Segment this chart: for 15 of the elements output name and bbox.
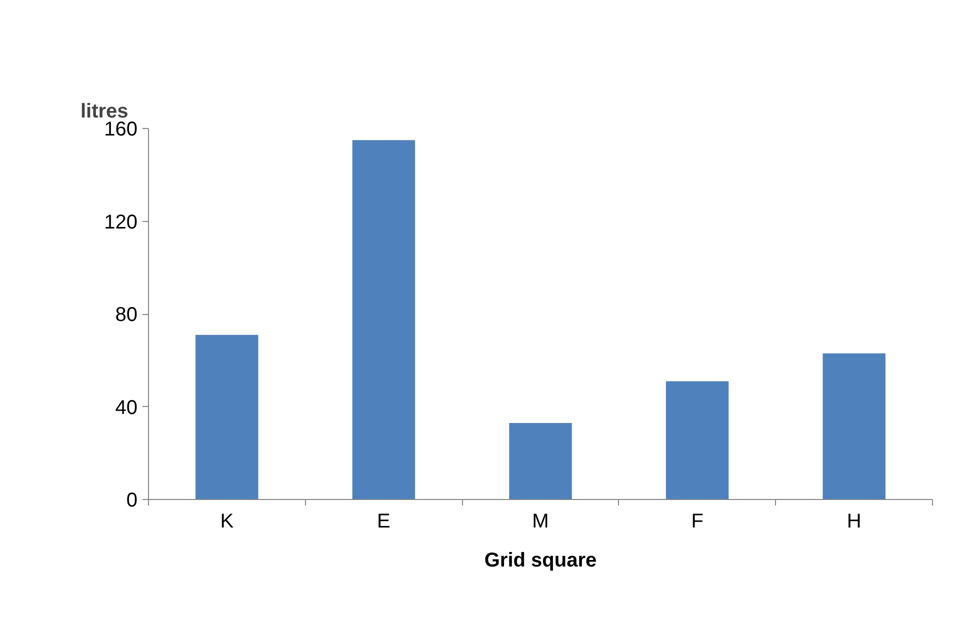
y-tick-label: 40 xyxy=(115,396,138,419)
bar xyxy=(822,353,886,500)
y-tick-label: 120 xyxy=(104,211,138,234)
x-tick-label: E xyxy=(377,510,390,532)
y-tick-label: 0 xyxy=(126,490,138,512)
bar xyxy=(666,381,729,500)
bar xyxy=(352,140,416,500)
x-tick-label: M xyxy=(532,510,549,532)
x-tick-label: F xyxy=(691,510,704,532)
y-tick-label: 80 xyxy=(115,304,138,326)
x-axis-title: Grid square xyxy=(484,550,597,572)
x-tick-label: K xyxy=(220,510,234,532)
x-tick-label: H xyxy=(846,510,862,532)
bar xyxy=(196,334,258,500)
bar xyxy=(509,422,572,500)
